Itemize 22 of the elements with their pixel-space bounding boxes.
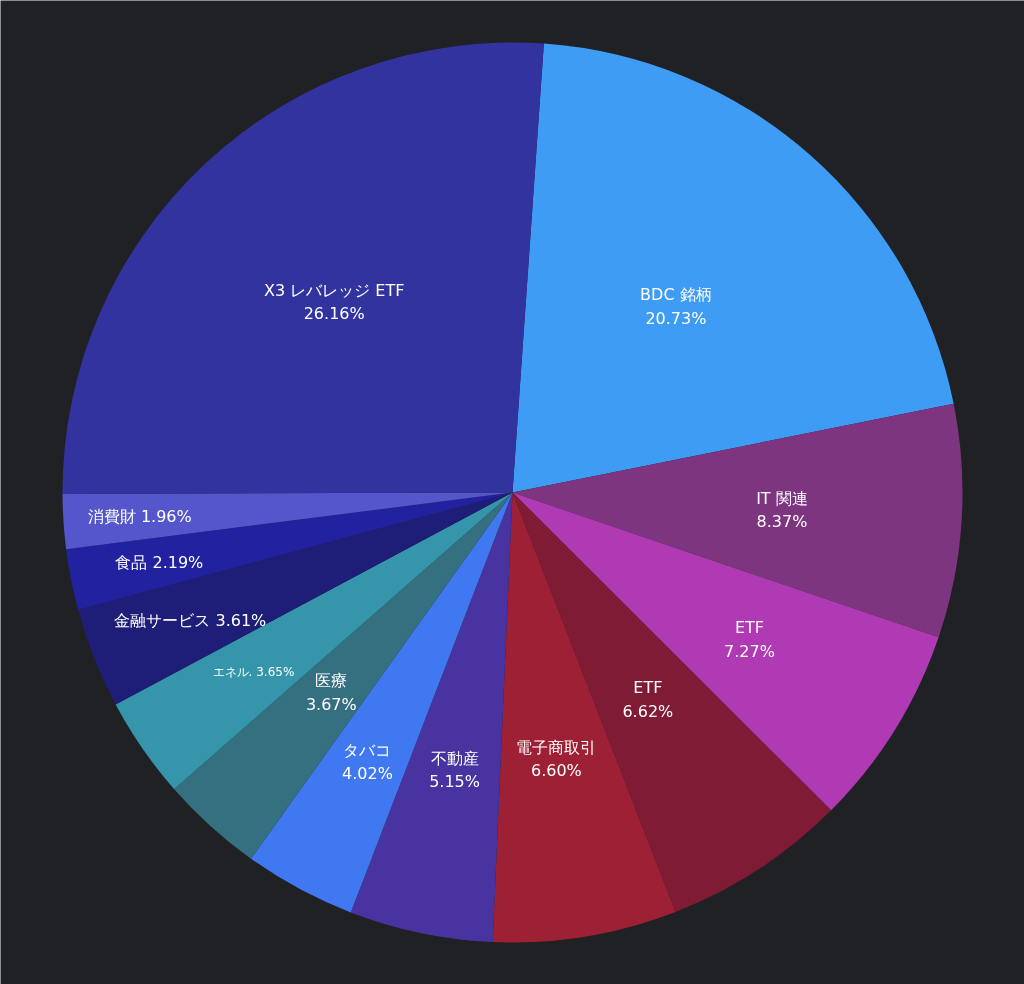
data-label: 5.15% [429,772,480,792]
slice-label: 消費財 1.96% [87,507,192,527]
slice-label: 金融サービス 3.61% [114,610,267,630]
data-label: 20.73% [645,308,707,328]
data-label: 6.60% [530,761,582,781]
slice-label: 不動産 [430,748,479,768]
slice-label: 医療 [315,671,348,691]
data-label: 6.62% [622,702,674,722]
data-label: 7.27% [724,642,775,662]
slice-label: 食品 2.19% [115,552,204,572]
slice-label: X3 レバレッジ ETF [264,280,405,300]
data-label: 4.02% [342,764,393,784]
slice-label: ETF [734,618,765,638]
data-label: 3.67% [305,695,357,715]
slice-label: エネル. 3.65% [212,664,295,679]
slice-label: 電子商取引 [516,737,597,757]
slice-label: BDC 銘柄 [640,285,712,305]
slice-label: ETF [633,678,663,698]
slice-label: タバコ [343,740,392,760]
data-label: 8.37% [756,512,808,532]
data-label: 26.16% [303,304,365,324]
slice-label: IT 関連 [756,488,808,508]
